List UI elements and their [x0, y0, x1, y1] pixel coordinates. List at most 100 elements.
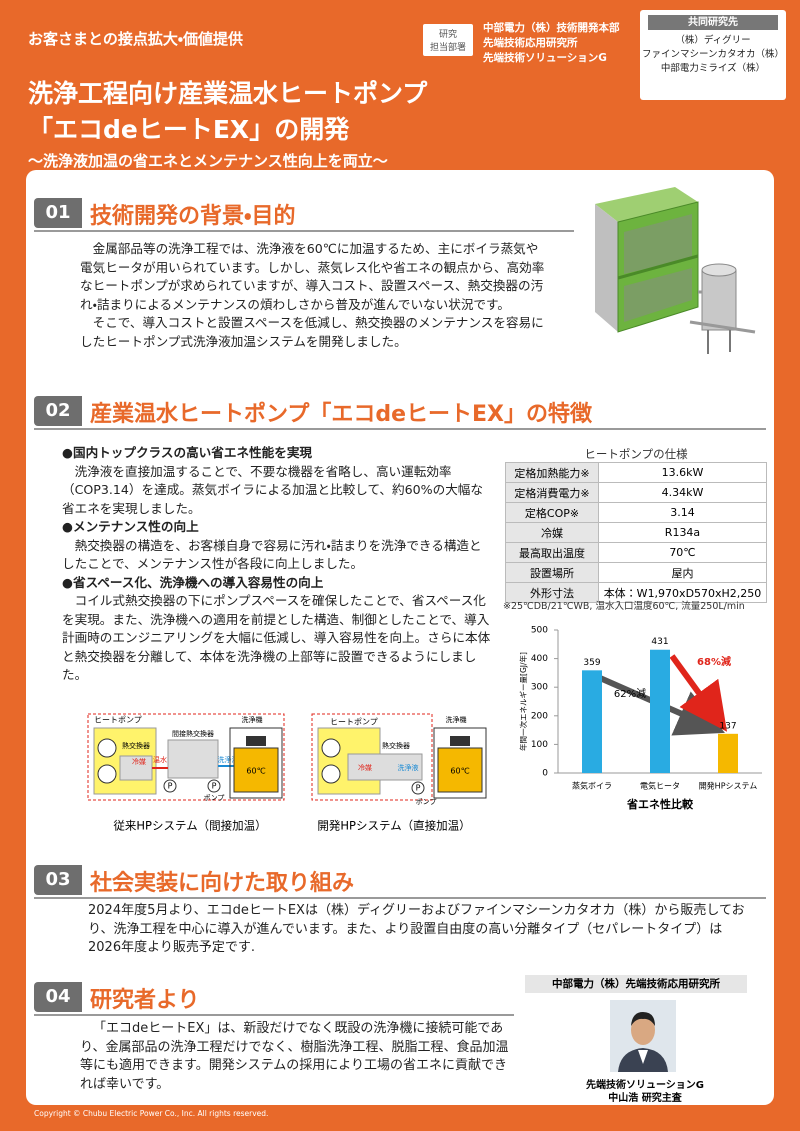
x-tick-label: 開発HPシステム — [699, 782, 758, 791]
diagram-label: 60℃ — [450, 767, 469, 776]
section-body: 金属部品等の洗浄工程では、洗浄液を60℃に加温するため、主にボイラ蒸気や電気ヒー… — [80, 240, 546, 351]
table-row: 外形寸法 本体：W1,970xD570xH2,250 — [505, 582, 767, 603]
spec-label: 定格加熱能力※ — [505, 462, 599, 483]
y-axis-label: 年間一次エネルギー量[GJ/年] — [518, 652, 528, 751]
researcher-org: 中部電力（株）先端技術応用研究所 — [525, 975, 747, 993]
section-number: 02 — [34, 396, 82, 426]
diagram-label: ポンプ — [204, 794, 225, 802]
diagram-label: 間接熱交換器 — [172, 729, 214, 738]
paragraph: 「エコdeヒートEX」は、新設だけでなく既設の洗浄機に接続可能であり、金属部品の… — [80, 1021, 509, 1092]
diagram-label: 洗浄液 — [218, 755, 239, 764]
section-rule — [34, 428, 766, 430]
table-row: 最高取出温度 70℃ — [505, 542, 767, 563]
diagram-label: 冷媒 — [358, 763, 372, 772]
data-label: 359 — [583, 658, 600, 668]
diagram-label: 洗浄液 — [398, 763, 419, 772]
product-illustration — [595, 187, 756, 354]
diagram-label: 洗浄機 — [242, 715, 263, 724]
feature-list: ●国内トップクラスの高い省エネ性能を実現 洗浄液を直接加温することで、不要な機器… — [62, 444, 492, 685]
y-tick-label: 200 — [531, 711, 548, 721]
paragraph: 金属部品等の洗浄工程では、洗浄液を60℃に加温するため、主にボイラ蒸気や電気ヒー… — [80, 241, 545, 312]
dept-label: 研究 — [438, 30, 457, 40]
spec-label: 外形寸法 — [505, 582, 599, 603]
subtitle: ～洗浄液加温の省エネとメンテナンス性向上を両立～ — [28, 152, 388, 170]
spec-value: 13.6kW — [598, 462, 767, 483]
table-row: 冷媒 R134a — [505, 522, 767, 543]
joint-box: 共同研究先 （株）ディグリー ファインマシーンカタオカ（株） 中部電力ミライズ（… — [640, 10, 786, 100]
feature-text: 洗浄液を直接加温することで、不要な機器を省略し、高い運転効率（COP3.14）を… — [62, 463, 483, 516]
table-note: ※25℃DB/21℃WB, 温水入口温度60℃, 流量250L/min — [503, 601, 745, 612]
spec-table: 定格加熱能力※ 13.6kW 定格消費電力※ 4.34kW 定格COP※ 3.14 冷媒 R1… — [505, 462, 767, 603]
title-line: 洗浄工程向け産業温水ヒートポンプ — [28, 79, 428, 108]
section-title: 研究者より — [90, 988, 200, 1013]
researcher-group: 先端技術ソリューションG — [585, 1080, 704, 1091]
dept-line: 先端技術応用研究所 — [483, 37, 578, 49]
researcher-photo — [610, 1000, 676, 1072]
feature-heading: ●国内トップクラスの高い省エネ性能を実現 — [62, 445, 313, 460]
spec-label: 定格消費電力※ — [505, 482, 599, 503]
diagram-caption: 従来HPシステム（間接加温） — [113, 819, 266, 833]
diagram-label: 熱交換器 — [382, 741, 410, 750]
section-number: 04 — [34, 982, 82, 1012]
diagram-caption: 開発HPシステム（直接加温） — [317, 819, 470, 833]
table-title: ヒートポンプの仕様 — [584, 447, 688, 461]
section-number: 03 — [34, 865, 82, 895]
spec-value: 3.14 — [598, 502, 767, 523]
pump-symbol: P — [168, 782, 173, 791]
spec-label: 最高取出温度 — [505, 542, 599, 563]
paragraph: そこで、導入コストと設置スペースを低減し、熱交換器のメンテナンスを容易にしたヒー… — [80, 315, 544, 349]
y-tick-label: 400 — [531, 654, 548, 664]
x-tick-label: 蒸気ボイラ — [572, 781, 612, 791]
diagram-label: 60℃ — [246, 767, 265, 776]
diagram-label: ヒートポンプ — [94, 716, 142, 725]
spec-value: 屋内 — [598, 562, 767, 583]
spec-label: 冷媒 — [505, 522, 599, 543]
table-row: 定格加熱能力※ 13.6kW — [505, 462, 767, 483]
data-label: 431 — [651, 637, 668, 647]
feature-heading: ●省スペース化、洗浄機への導入容易性の向上 — [62, 574, 324, 590]
joint-line: ファインマシーンカタオカ（株） — [641, 49, 785, 60]
section-body: 「エコdeヒートEX」は、新設だけでなく既設の洗浄機に接続可能であり、金属部品の… — [80, 1020, 516, 1094]
data-label: 137 — [719, 721, 736, 731]
dept-badge: 研究 担当部署 — [423, 24, 473, 56]
bar — [718, 733, 738, 773]
table-row: 設置場所 屋内 — [505, 562, 767, 583]
paragraph: 2024年度5月より、エコdeヒートEXは（株）ディグリーおよびファインマシーン… — [88, 903, 745, 955]
table-row: 定格COP※ 3.14 — [505, 502, 767, 523]
spec-value: R134a — [598, 522, 767, 543]
feature-heading: ●メンテナンス性の向上 — [62, 519, 199, 534]
diagram-conventional: ヒートポンプ 熱交換器 冷媒 間接熱交換器 温水 洗浄液 P P ポンプ 洗浄機… — [87, 713, 285, 833]
section-number: 01 — [34, 198, 82, 228]
diagram-label: 温水 — [153, 755, 167, 764]
diagram-label: 洗浄機 — [446, 715, 467, 724]
copyright: Copyright © Chubu Electric Power Co., In… — [34, 1109, 269, 1118]
diagram-label: ポンプ — [416, 798, 437, 806]
content-panel — [26, 170, 774, 1105]
bar — [582, 670, 602, 773]
pump-symbol: P — [212, 782, 217, 791]
joint-line: 中部電力ミライズ（株） — [660, 63, 766, 74]
y-tick-label: 0 — [542, 769, 548, 779]
spec-value: 本体：W1,970xD570xH2,250 — [598, 582, 767, 603]
title-line: 「エコdeヒートEX」の開発 — [28, 115, 350, 144]
section-body: 2024年度5月より、エコdeヒートEXは（株）ディグリーおよびファインマシーン… — [88, 902, 752, 958]
reduction-arrow — [669, 654, 728, 732]
joint-line: （株）ディグリー — [675, 35, 751, 46]
bar — [650, 649, 670, 773]
section-title: 産業温水ヒートポンプ「エコdeヒートEX」の特徴 — [90, 402, 593, 427]
category: お客さまとの接点拡大・価値提供 — [28, 30, 243, 48]
table-row: 定格消費電力※ 4.34kW — [505, 482, 767, 503]
system-diagrams: ヒートポンプ 熱交換器 冷媒 間接熱交換器 温水 洗浄液 P P ポンプ 洗浄機… — [87, 713, 487, 833]
spec-label: 定格COP※ — [505, 502, 599, 523]
y-tick-label: 100 — [531, 740, 548, 750]
feature-text: 熱交換器の構造を、お客様自身で容易に汚れ・詰まりを洗浄できる構造としたことで、メ… — [62, 537, 482, 572]
joint-label: 共同研究先 — [648, 15, 778, 30]
x-tick-label: 電気ヒータ — [640, 781, 680, 791]
annotation: 62%減 — [614, 687, 646, 700]
researcher-name: 中山浩 研究主査 — [608, 1093, 682, 1104]
dept-line: 中部電力（株）技術開発本部 — [483, 22, 620, 34]
x-axis-label: 省エネ性比較 — [626, 797, 694, 811]
section-rule — [34, 1014, 514, 1016]
dept-label: 担当部署 — [429, 43, 466, 53]
